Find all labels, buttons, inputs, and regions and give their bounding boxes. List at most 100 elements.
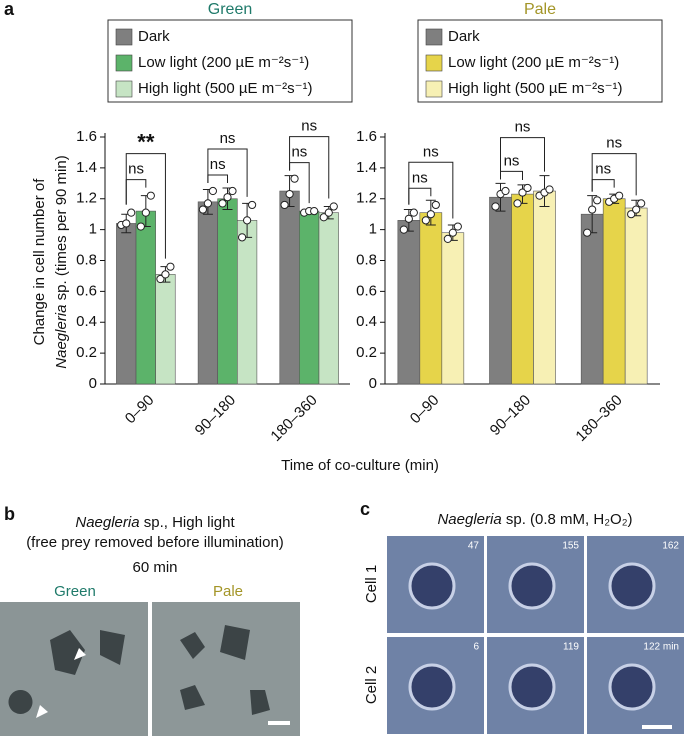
significance-label: ns [220, 130, 236, 147]
significance-bracket [125, 153, 166, 259]
legend-label: Dark [138, 28, 170, 45]
row-label: Cell 1 [363, 565, 380, 603]
bar [318, 212, 339, 385]
legend-label: Dark [448, 28, 480, 45]
significance-bracket [207, 174, 228, 184]
legend-swatch [115, 28, 133, 46]
data-point [146, 191, 155, 200]
bar [533, 190, 556, 385]
bar [580, 213, 604, 385]
significance-label: ns [128, 161, 144, 178]
cell [608, 562, 656, 610]
panel-subtitle: (free prey removed before illumination) [26, 534, 284, 551]
significance-bracket [289, 136, 330, 199]
legend-label: High light (500 µE m⁻²s⁻¹) [138, 80, 313, 97]
data-point [218, 199, 227, 208]
significance-label: ** [137, 129, 155, 154]
data-point [615, 191, 624, 200]
y-axis-label-italic: Naegleria [53, 305, 70, 369]
data-point [141, 208, 150, 217]
data-point [203, 199, 212, 208]
bar [135, 210, 156, 385]
data-point [409, 208, 418, 217]
data-point [583, 228, 592, 237]
legend-box [417, 19, 663, 103]
y-tick-label: 0.8 [356, 251, 377, 268]
x-tick-label: 90–180 [487, 392, 534, 439]
significance-label: ns [606, 135, 622, 152]
x-tick-label: 0–90 [407, 392, 443, 428]
y-axis-label-rest: sp. (times per 90 min) [53, 155, 70, 304]
frame-time: 155 [562, 541, 579, 552]
panel-label: c [360, 499, 370, 519]
data-point [156, 274, 165, 284]
chart-title: Pale [524, 1, 556, 18]
panel-title: Naegleria sp., High light [75, 514, 235, 531]
bar [511, 193, 534, 385]
bar [217, 198, 238, 385]
data-point [310, 207, 319, 216]
chart-title: Green [208, 1, 252, 18]
significance-bracket [591, 153, 637, 196]
data-point [248, 200, 257, 210]
frame-time: 122 min [643, 642, 679, 653]
cell [508, 562, 556, 610]
title-rest: sp. (0.8 mM, H₂O₂) [502, 511, 633, 528]
y-tick-label: 1.6 [356, 128, 377, 145]
legend-label: High light (500 µE m⁻²s⁻¹) [448, 80, 623, 97]
data-point [319, 213, 328, 222]
bar [602, 198, 626, 385]
y-tick-label: 0 [89, 375, 97, 392]
data-point [431, 200, 440, 210]
micrograph [152, 602, 300, 736]
data-point [161, 270, 170, 279]
bar [155, 274, 176, 385]
legend-swatch [425, 28, 443, 46]
x-tick-label: 180–360 [572, 392, 625, 445]
bar [419, 212, 443, 385]
time-label: 60 min [132, 559, 177, 576]
significance-bracket [207, 148, 248, 197]
y-tick-label: 0.8 [76, 251, 97, 268]
legend-swatch [425, 80, 443, 98]
data-point [637, 199, 646, 208]
image-label: Green [54, 583, 96, 600]
y-axis-label: Change in cell number of [31, 178, 48, 346]
data-point [453, 222, 462, 231]
bar [279, 190, 300, 385]
frame-time: 162 [662, 541, 679, 552]
panel-label: a [4, 0, 15, 19]
data-point [166, 262, 175, 271]
x-tick-label: 180–360 [267, 392, 320, 445]
bar [116, 223, 137, 385]
y-tick-label: 0.2 [76, 344, 97, 361]
y-tick-label: 1 [369, 221, 377, 238]
legend-box [107, 19, 353, 103]
y-tick-label: 0.2 [356, 344, 377, 361]
data-point [426, 210, 435, 219]
significance-bracket [500, 137, 545, 180]
bar [441, 232, 465, 385]
bar [397, 220, 421, 385]
cell [608, 663, 656, 711]
cell [408, 562, 456, 610]
x-tick-label: 90–180 [192, 392, 239, 439]
data-point [238, 233, 247, 242]
data-point [280, 200, 289, 210]
data-point [404, 214, 413, 223]
data-point [228, 186, 237, 196]
significance-label: ns [291, 144, 307, 161]
bar [197, 201, 219, 385]
y-axis-label: Naegleria sp. (times per 90 min) [53, 155, 70, 368]
data-point [523, 183, 532, 193]
data-point [324, 208, 333, 217]
data-point [290, 174, 299, 183]
significance-label: ns [412, 169, 428, 186]
data-point [518, 188, 527, 197]
data-point [399, 225, 408, 234]
charts: Green Dark Low light (200 µE m⁻²s⁻¹) High l… [76, 1, 663, 445]
data-point [448, 228, 457, 237]
legend-swatch [115, 54, 133, 72]
data-point [588, 205, 597, 214]
